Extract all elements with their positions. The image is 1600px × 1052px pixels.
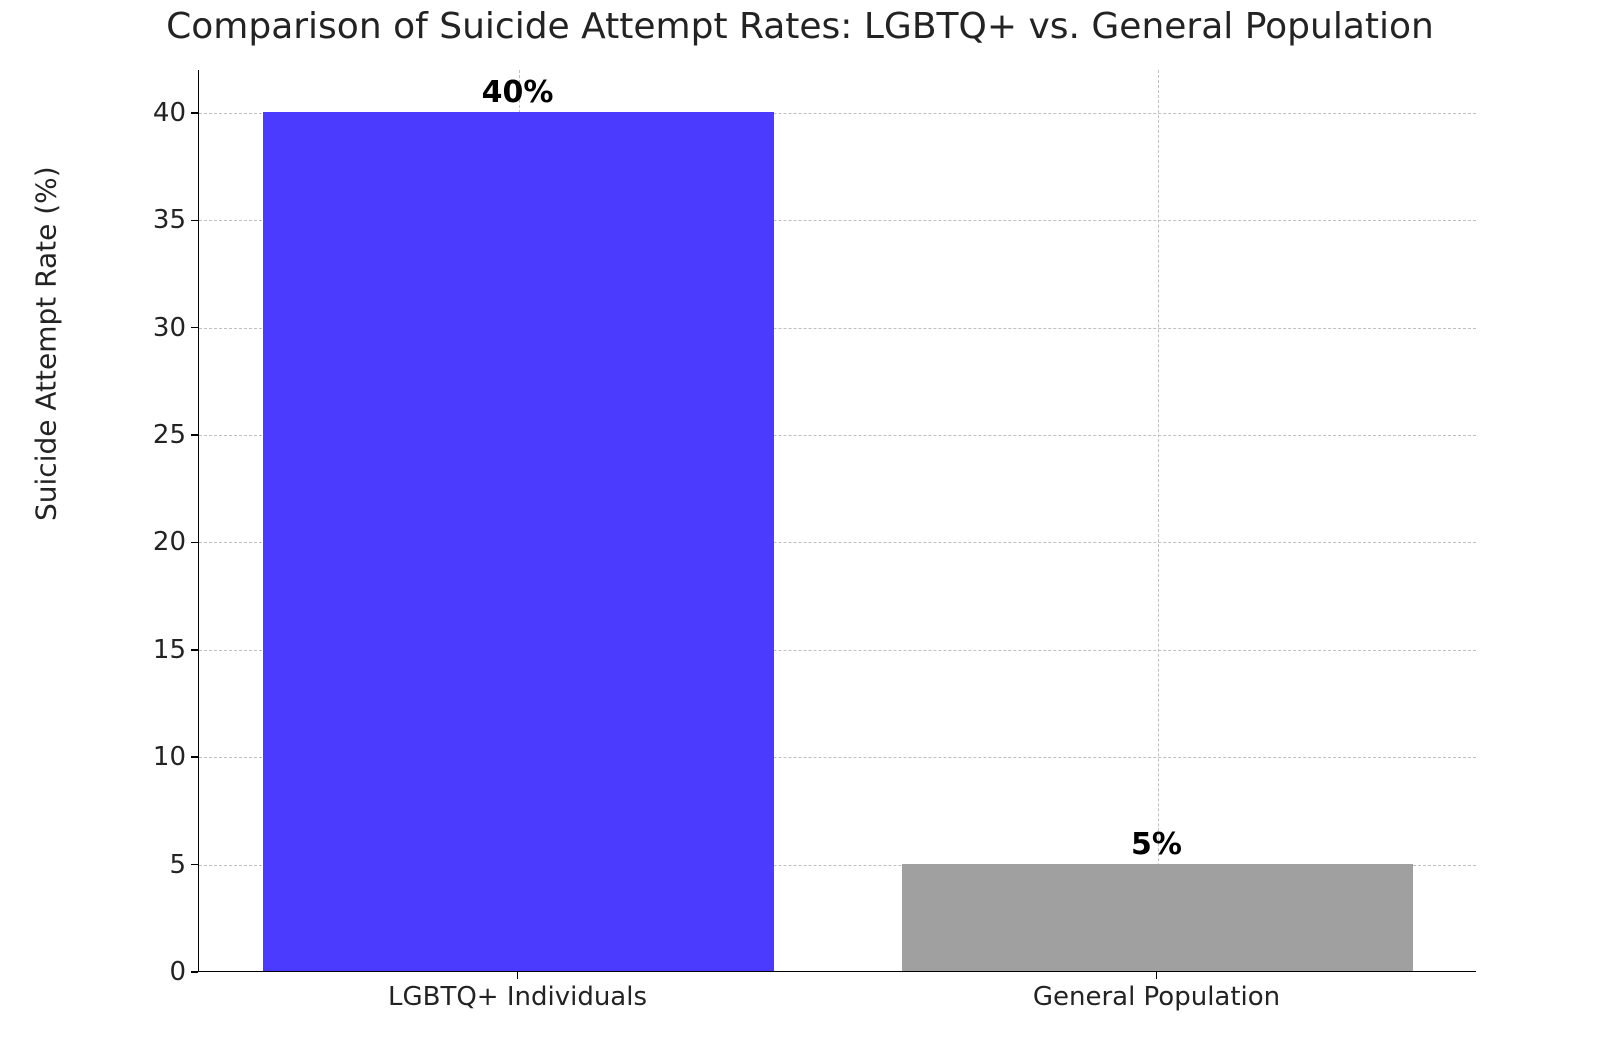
chart-title: Comparison of Suicide Attempt Rates: LGB… <box>0 6 1600 47</box>
bar-value-label: 5% <box>1131 827 1182 862</box>
y-tick-mark <box>191 864 198 866</box>
y-tick-label: 35 <box>130 205 186 235</box>
x-tick-mark <box>517 972 519 979</box>
y-tick-mark <box>191 434 198 436</box>
plot-area <box>198 70 1476 972</box>
x-tick-mark <box>1156 972 1158 979</box>
bar <box>263 112 774 971</box>
y-tick-mark <box>191 542 198 544</box>
y-tick-label: 10 <box>130 742 186 772</box>
y-tick-mark <box>191 327 198 329</box>
y-tick-mark <box>191 220 198 222</box>
y-tick-mark <box>191 112 198 114</box>
y-tick-label: 5 <box>130 850 186 880</box>
y-tick-label: 20 <box>130 527 186 557</box>
y-tick-mark <box>191 971 198 973</box>
y-tick-label: 25 <box>130 420 186 450</box>
bar <box>902 864 1413 971</box>
y-tick-mark <box>191 756 198 758</box>
y-tick-label: 30 <box>130 313 186 343</box>
y-tick-mark <box>191 649 198 651</box>
chart-figure: Comparison of Suicide Attempt Rates: LGB… <box>0 0 1600 1052</box>
y-tick-label: 15 <box>130 635 186 665</box>
x-tick-label: LGBTQ+ Individuals <box>388 982 647 1012</box>
y-tick-label: 40 <box>130 98 186 128</box>
bar-value-label: 40% <box>482 75 554 110</box>
y-tick-label: 0 <box>130 957 186 987</box>
x-tick-label: General Population <box>1033 982 1280 1012</box>
